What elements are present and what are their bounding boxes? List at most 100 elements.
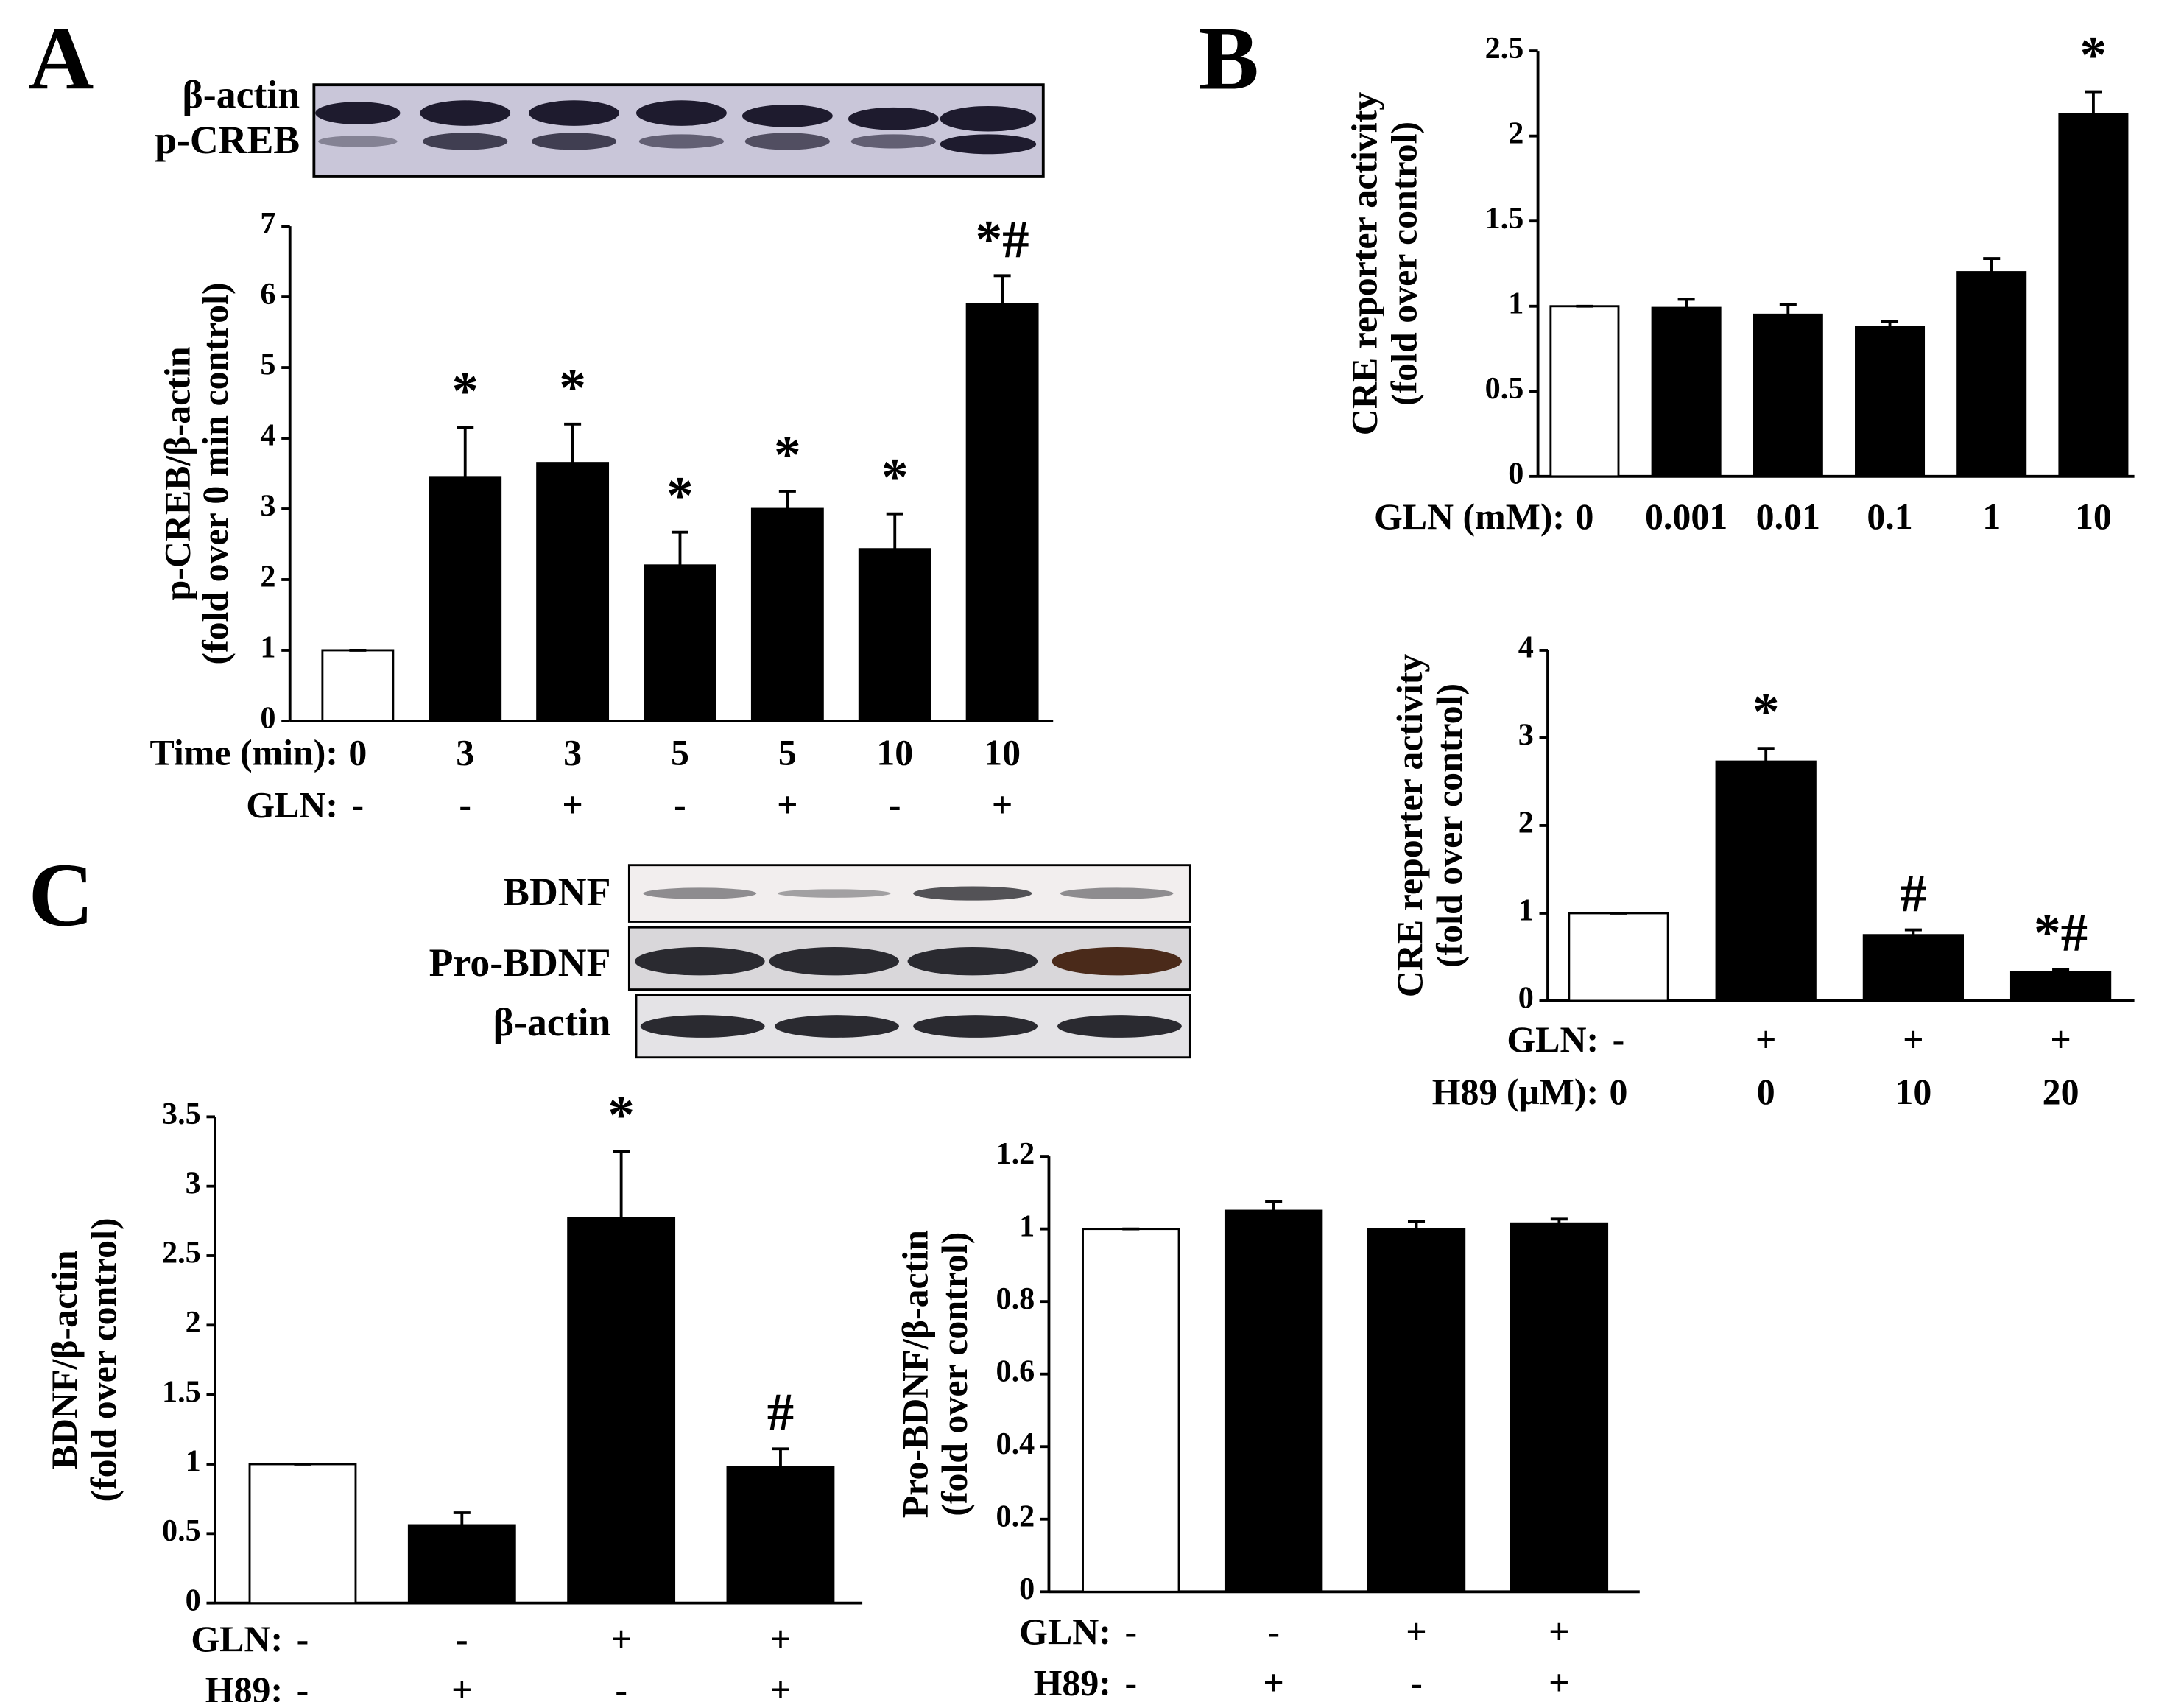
y-tick-label: 2.5 <box>162 1236 201 1270</box>
y-tick-label: 0 <box>260 701 275 736</box>
y-tick-label: 2.5 <box>1485 31 1524 66</box>
y-axis-label: p-CREB/β-actin <box>157 346 197 600</box>
bar <box>1549 305 1620 478</box>
error-bar <box>671 530 689 566</box>
blot-label: β-actin <box>183 73 300 117</box>
y-tick-label: 1 <box>1508 286 1523 320</box>
x-row-label: GLN: <box>246 784 338 825</box>
x-tick-label: + <box>770 1619 791 1659</box>
x-tick-label: - <box>1124 1662 1137 1702</box>
x-tick-label: + <box>610 1619 631 1659</box>
x-tick-label: 5 <box>778 732 797 773</box>
x-tick-label: - <box>1267 1611 1280 1652</box>
y-tick-label: 0.4 <box>996 1427 1035 1461</box>
x-row-label: GLN: <box>1507 1019 1599 1060</box>
x-tick-label: 0 <box>1575 496 1593 537</box>
x-tick-label: 10 <box>2075 496 2112 537</box>
y-axis-label: CRE reporter activity <box>1389 654 1430 997</box>
y-tick-label: 0 <box>1019 1572 1035 1606</box>
blot-label: β-actin <box>493 1000 611 1044</box>
bar <box>726 1466 835 1605</box>
error-bar <box>1983 257 2001 272</box>
x-tick-label: 20 <box>2043 1072 2079 1112</box>
error-bar <box>457 426 474 477</box>
y-axis-label: (fold over control) <box>1384 122 1424 406</box>
y-tick-label: 4 <box>1518 630 1534 665</box>
y-tick-label: 0.6 <box>996 1354 1035 1388</box>
significance-marker: # <box>1900 863 1926 923</box>
x-tick-label: 3 <box>563 732 582 773</box>
x-tick-label: + <box>1755 1019 1776 1060</box>
bar <box>1082 1228 1180 1593</box>
y-tick-label: 3 <box>260 489 275 524</box>
x-tick-label: - <box>456 1619 468 1659</box>
error-bar <box>772 1447 789 1467</box>
bar <box>1224 1209 1323 1593</box>
bar <box>248 1463 357 1605</box>
significance-marker: * <box>1753 682 1779 742</box>
y-tick-label: 1.2 <box>996 1136 1035 1171</box>
bar <box>1855 326 1926 478</box>
y-tick-label: 0.2 <box>996 1499 1035 1533</box>
bar <box>1753 313 1823 478</box>
y-tick-label: 1 <box>1019 1209 1035 1243</box>
error-bar <box>1757 747 1775 762</box>
x-tick-label: 0 <box>1610 1072 1628 1112</box>
bar <box>1651 306 1722 478</box>
y-axis-label: CRE reporter activity <box>1345 92 1385 435</box>
y-tick-label: 2 <box>1508 116 1523 150</box>
bar <box>2009 971 2112 1002</box>
significance-marker: *# <box>2034 903 2088 963</box>
significance-marker: * <box>666 465 693 525</box>
bar <box>1367 1228 1466 1593</box>
error-bar <box>2085 90 2102 114</box>
bar <box>536 462 610 722</box>
bar <box>965 303 1039 722</box>
blot-label: Pro-BDNF <box>429 940 611 985</box>
bar <box>858 548 931 722</box>
error-bar <box>1881 320 1899 327</box>
x-tick-label: 0.01 <box>1756 496 1820 537</box>
significance-marker: * <box>559 357 585 417</box>
y-tick-label: 0.5 <box>1485 371 1524 406</box>
error-bar <box>564 422 582 463</box>
y-tick-label: 4 <box>260 418 275 453</box>
error-bar <box>453 1511 471 1525</box>
blot-label: p-CREB <box>155 118 300 162</box>
y-axis-label: (fold over 0 min control) <box>195 282 236 664</box>
bar <box>429 476 502 722</box>
x-row-label: GLN: <box>1019 1611 1111 1652</box>
error-bar <box>1779 303 1797 315</box>
significance-marker: * <box>451 361 478 421</box>
error-bar <box>886 512 903 549</box>
x-tick-label: 1 <box>1982 496 2001 537</box>
x-tick-label: - <box>1124 1611 1137 1652</box>
x-tick-label: 5 <box>671 732 689 773</box>
x-tick-label: - <box>297 1670 309 1702</box>
y-tick-label: 0.8 <box>996 1281 1035 1316</box>
error-bar <box>1550 1217 1568 1224</box>
western-blot-a: β-actin p-CREB <box>155 73 1045 178</box>
panel-letter: B <box>1199 8 1259 108</box>
error-bar <box>1265 1200 1283 1211</box>
error-bar <box>1407 1220 1426 1229</box>
significance-marker: * <box>881 447 908 507</box>
x-tick-label: + <box>1406 1611 1426 1652</box>
x-tick-label: + <box>2050 1019 2071 1060</box>
bar <box>644 564 716 722</box>
bar <box>567 1217 676 1605</box>
x-tick-label: 10 <box>876 732 913 773</box>
x-row-label: GLN: <box>191 1619 283 1659</box>
y-tick-label: 0 <box>1518 981 1534 1016</box>
bar <box>1956 271 2027 478</box>
x-tick-label: 10 <box>984 732 1021 773</box>
x-tick-label: - <box>1613 1019 1625 1060</box>
blot-label: BDNF <box>503 870 610 914</box>
error-bar <box>2052 968 2070 972</box>
x-tick-label: + <box>770 1670 791 1702</box>
x-tick-label: + <box>1263 1662 1283 1702</box>
x-tick-label: 0 <box>1757 1072 1775 1112</box>
panel-letter: C <box>29 845 94 946</box>
x-tick-label: + <box>1903 1019 1923 1060</box>
